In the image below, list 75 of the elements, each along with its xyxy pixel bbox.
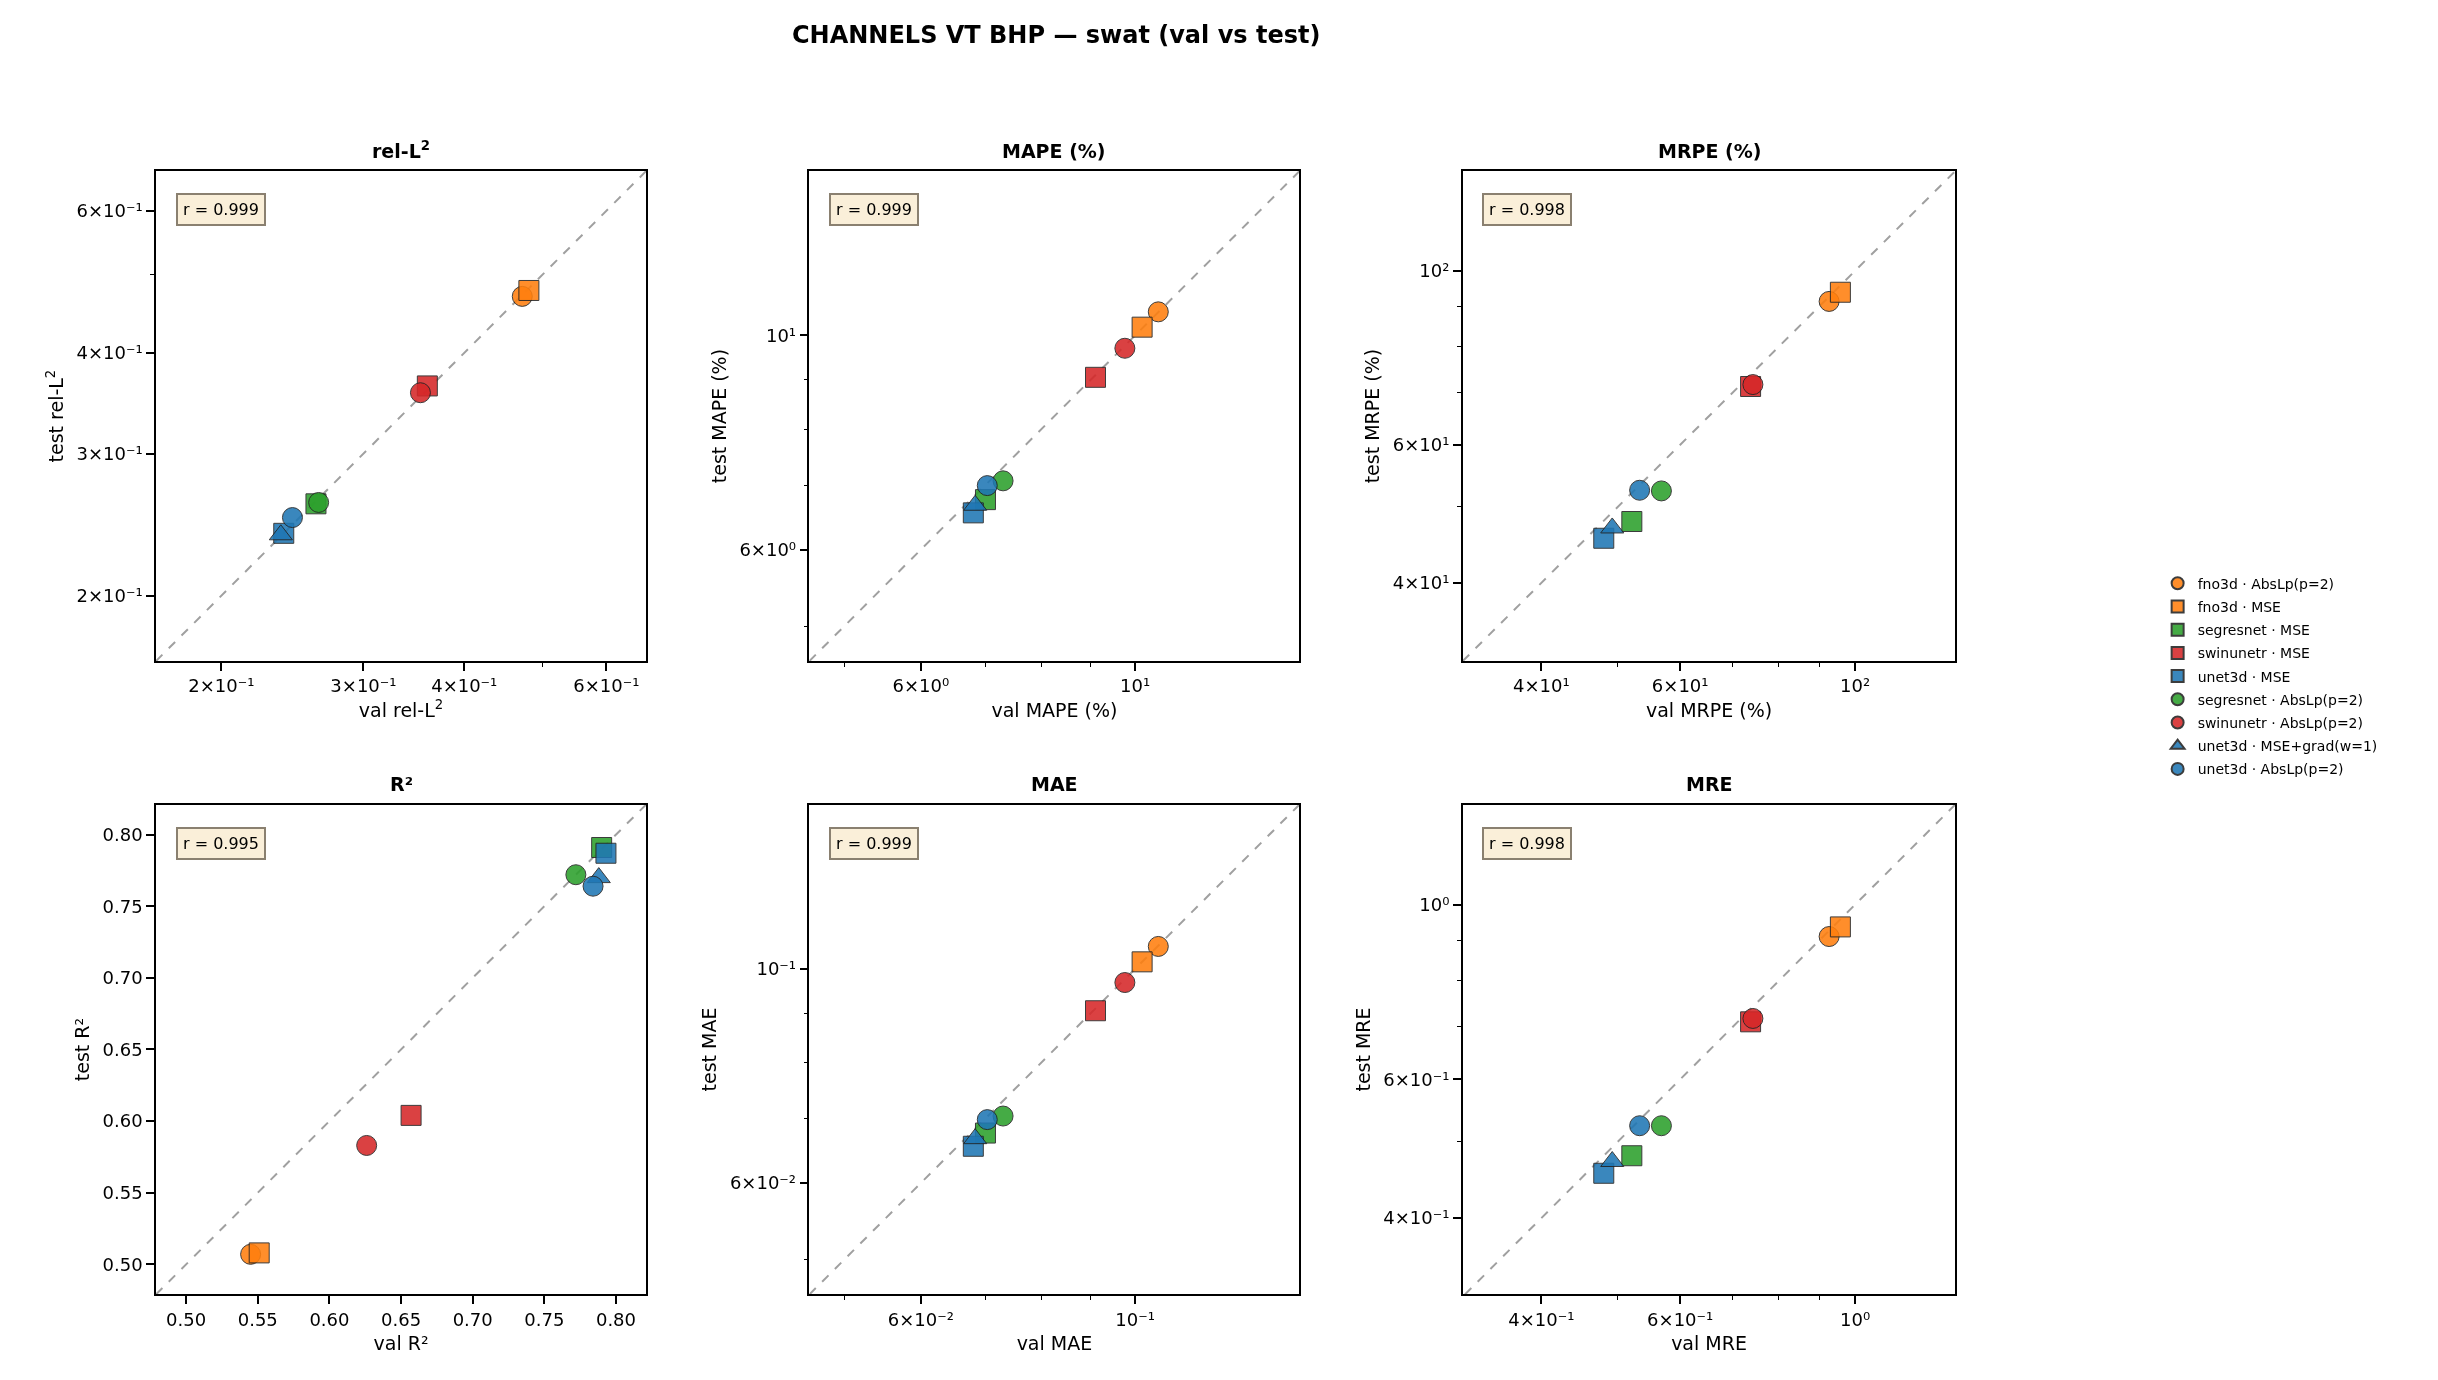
y-tick-label: 0.80 <box>102 823 143 845</box>
y-axis-title: test R² <box>70 1017 93 1082</box>
chart-title: rel-L$^{2}$ <box>372 138 431 162</box>
x-tick-label: 6×10¹ <box>1651 675 1709 697</box>
legend-label: unet3d · AbsLp(p=2) <box>2197 761 2344 778</box>
x-tick-label: 6×10⁻¹ <box>573 675 640 697</box>
x-tick-label: 0.50 <box>166 1308 207 1330</box>
y-tick-label: 10¹ <box>765 324 797 346</box>
x-axis-title: val rel-L$^{2}$ <box>358 696 444 721</box>
x-tick-label: 6×10⁰ <box>892 675 950 697</box>
annotation: r = 0.998 <box>1489 200 1565 219</box>
y-tick-label: 4×10⁻¹ <box>1383 1207 1450 1229</box>
y-tick-label: 0.65 <box>102 1038 143 1060</box>
x-tick-label: 4×10¹ <box>1513 675 1570 697</box>
legend-label: unet3d · MSE+grad(w=1) <box>2197 738 2378 755</box>
legend-label: fno3d · AbsLp(p=2) <box>2197 575 2335 592</box>
chart-title: MRPE (%) <box>1658 140 1762 162</box>
chart-title: MAE <box>1031 773 1078 795</box>
y-tick-label: 0.60 <box>102 1110 143 1132</box>
legend-label: segresnet · AbsLp(p=2) <box>2197 691 2363 708</box>
y-tick-label: 6×10⁻¹ <box>1383 1068 1450 1090</box>
x-tick-label: 0.60 <box>309 1308 350 1330</box>
x-tick-label: 0.75 <box>524 1308 565 1330</box>
y-tick-label: 4×10¹ <box>1392 572 1450 594</box>
x-tick-label: 0.70 <box>452 1308 493 1330</box>
chart-title: MRE <box>1686 773 1733 795</box>
x-tick-label: 0.80 <box>595 1308 637 1330</box>
y-tick-label: 0.55 <box>102 1182 143 1204</box>
annotation: r = 0.999 <box>836 200 912 219</box>
y-tick-label: 4×10⁻¹ <box>76 342 143 364</box>
annotation: r = 0.998 <box>1489 834 1565 853</box>
y-tick-label: 6×10¹ <box>1392 434 1450 456</box>
y-tick-label: 6×10⁻² <box>729 1172 797 1194</box>
x-axis-title: val MRPE (%) <box>1645 698 1773 721</box>
y-tick-label: 0.70 <box>102 967 143 989</box>
legend-label: swinunetr · MSE <box>2197 645 2310 662</box>
legend-label: unet3d · MSE <box>2197 668 2291 685</box>
y-tick-label: 2×10⁻¹ <box>76 585 143 607</box>
y-axis-title: test MAE <box>698 1007 721 1092</box>
x-axis-title: val R² <box>373 1332 429 1355</box>
x-tick-label: 3×10⁻¹ <box>330 675 397 697</box>
y-tick-label: 3×10⁻¹ <box>76 442 143 464</box>
x-tick-label: 6×10⁻² <box>887 1308 954 1330</box>
x-tick-label: 10² <box>1840 675 1871 697</box>
y-tick-label: 6×10⁰ <box>739 538 797 560</box>
legend-label: swinunetr · AbsLp(p=2) <box>2197 714 2363 731</box>
legend-label: segresnet · MSE <box>2197 622 2310 639</box>
x-axis-title: val MAE <box>1016 1332 1093 1355</box>
annotation: r = 0.999 <box>183 200 259 219</box>
x-axis-title: val MRE <box>1671 1332 1747 1355</box>
x-tick-label: 10⁻¹ <box>1115 1308 1155 1330</box>
x-tick-label: 4×10⁻¹ <box>1508 1308 1575 1330</box>
y-axis-title: test MAPE (%) <box>707 348 730 484</box>
x-tick-label: 0.65 <box>381 1308 422 1330</box>
x-axis-title: val MAPE (%) <box>991 698 1118 721</box>
chart-title: R² <box>390 773 413 795</box>
y-axis-title: test MRPE (%) <box>1361 348 1384 484</box>
x-tick-label: 10⁰ <box>1840 1308 1871 1330</box>
text: CHANNELS VT BHP — swat (val vs test) <box>792 21 1321 49</box>
y-tick-label: 0.75 <box>102 895 143 917</box>
legend-label: fno3d · MSE <box>2197 598 2281 615</box>
x-tick-label: 4×10⁻¹ <box>431 675 498 697</box>
y-tick-label: 10² <box>1419 260 1450 282</box>
x-tick-label: 10¹ <box>1119 675 1151 697</box>
chart-title: MAPE (%) <box>1002 140 1106 162</box>
y-tick-label: 10⁰ <box>1419 893 1450 915</box>
y-tick-label: 6×10⁻¹ <box>76 200 143 222</box>
y-axis-title: test MRE <box>1351 1007 1374 1092</box>
x-tick-label: 0.55 <box>237 1308 278 1330</box>
annotation: r = 0.995 <box>183 834 259 853</box>
x-tick-label: 6×10⁻¹ <box>1647 1308 1714 1330</box>
y-tick-label: 10⁻¹ <box>756 958 797 980</box>
annotation: r = 0.999 <box>836 834 912 853</box>
y-tick-label: 0.50 <box>102 1253 143 1275</box>
x-tick-label: 2×10⁻¹ <box>188 675 255 697</box>
